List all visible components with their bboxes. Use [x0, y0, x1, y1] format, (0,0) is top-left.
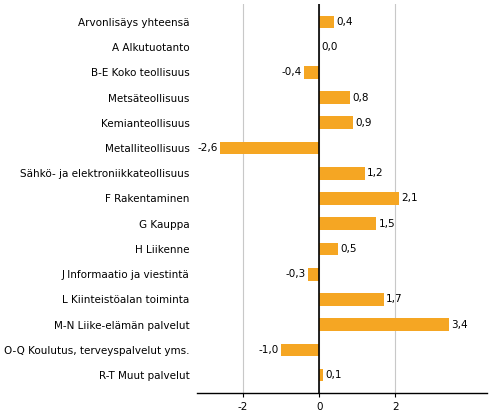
Bar — [304, 66, 319, 79]
Text: 0,1: 0,1 — [326, 370, 342, 380]
Text: -2,6: -2,6 — [197, 143, 218, 153]
Bar — [319, 243, 338, 255]
Bar — [319, 293, 384, 306]
Text: 1,7: 1,7 — [386, 295, 403, 305]
Text: 0,0: 0,0 — [322, 42, 338, 52]
Text: 2,1: 2,1 — [402, 193, 418, 203]
Text: -0,3: -0,3 — [285, 269, 305, 279]
Bar — [319, 192, 399, 205]
Text: 0,9: 0,9 — [356, 118, 372, 128]
Text: 0,5: 0,5 — [341, 244, 357, 254]
Text: 0,4: 0,4 — [337, 17, 353, 27]
Bar — [319, 167, 365, 180]
Text: 1,2: 1,2 — [367, 168, 384, 178]
Text: -1,0: -1,0 — [259, 345, 279, 355]
Text: 3,4: 3,4 — [451, 319, 467, 329]
Bar — [220, 142, 319, 154]
Bar — [319, 318, 449, 331]
Text: 0,8: 0,8 — [352, 92, 368, 102]
Bar — [281, 344, 319, 356]
Text: -0,4: -0,4 — [281, 67, 301, 77]
Bar — [319, 91, 350, 104]
Bar — [319, 218, 377, 230]
Text: 1,5: 1,5 — [379, 219, 395, 229]
Bar — [319, 369, 323, 381]
Bar — [319, 116, 354, 129]
Bar — [308, 268, 319, 280]
Bar — [319, 15, 334, 28]
